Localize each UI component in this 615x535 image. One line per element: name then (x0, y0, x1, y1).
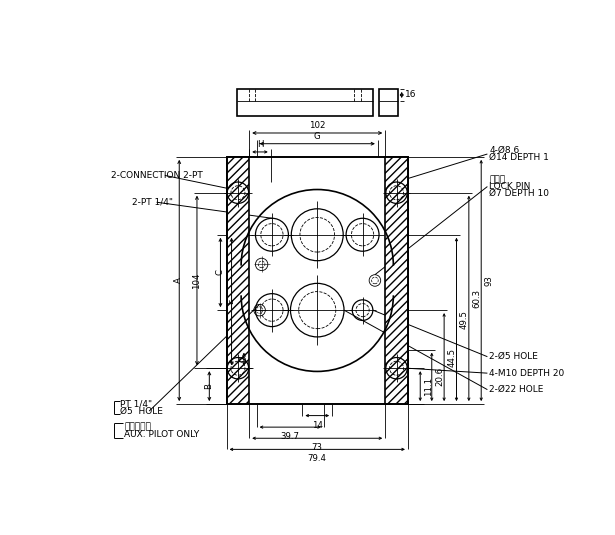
Text: 16: 16 (405, 90, 416, 100)
Bar (226, 157, 249, 404)
Text: 2-CONNECTION 2-PT: 2-CONNECTION 2-PT (111, 171, 203, 180)
Text: B: B (204, 383, 213, 389)
Text: 4-M10 DEPTH 20: 4-M10 DEPTH 20 (490, 369, 565, 378)
Text: 4-Ø8.6: 4-Ø8.6 (490, 146, 520, 155)
Bar (226, 157, 249, 404)
Text: D: D (239, 356, 248, 362)
Bar (226, 157, 408, 404)
Text: 104: 104 (192, 272, 201, 289)
Text: 79.4: 79.4 (308, 454, 327, 463)
Bar (385, 157, 408, 404)
Text: 2-Ø22 HOLE: 2-Ø22 HOLE (490, 385, 544, 394)
Text: 102: 102 (309, 121, 325, 129)
Text: 輔助引導孔: 輔助引導孔 (124, 422, 151, 431)
Bar (237, 89, 373, 116)
Bar (226, 157, 408, 404)
Text: AUX. PILOT ONLY: AUX. PILOT ONLY (124, 430, 200, 439)
Text: 44.5: 44.5 (448, 348, 456, 366)
Bar (379, 89, 397, 116)
Text: 60.3: 60.3 (472, 289, 481, 308)
Text: E: E (226, 299, 236, 304)
Text: C: C (215, 270, 224, 276)
Text: H: H (256, 141, 263, 149)
Text: 20.6: 20.6 (435, 368, 444, 386)
Text: 39.7: 39.7 (281, 432, 300, 441)
Text: A: A (175, 278, 183, 284)
Text: 固定稍: 固定稍 (490, 175, 506, 184)
Text: 2-PT 1/4": 2-PT 1/4" (132, 198, 173, 207)
Text: 2-Ø5 HOLE: 2-Ø5 HOLE (490, 352, 538, 361)
Text: 11.1: 11.1 (424, 377, 432, 396)
Bar (385, 157, 408, 404)
Text: PT 1/4": PT 1/4" (121, 400, 153, 409)
Text: 93: 93 (485, 275, 493, 286)
Text: Ø7 DEPTH 10: Ø7 DEPTH 10 (490, 189, 549, 198)
Text: LOCK PIN: LOCK PIN (490, 182, 531, 191)
Text: 14: 14 (312, 421, 323, 430)
Text: 73: 73 (312, 443, 323, 452)
Text: G: G (314, 132, 320, 141)
Text: Ø14 DEPTH 1: Ø14 DEPTH 1 (490, 153, 549, 162)
Text: 49.5: 49.5 (460, 310, 469, 329)
Text: Ø5  HOLE: Ø5 HOLE (121, 407, 163, 416)
